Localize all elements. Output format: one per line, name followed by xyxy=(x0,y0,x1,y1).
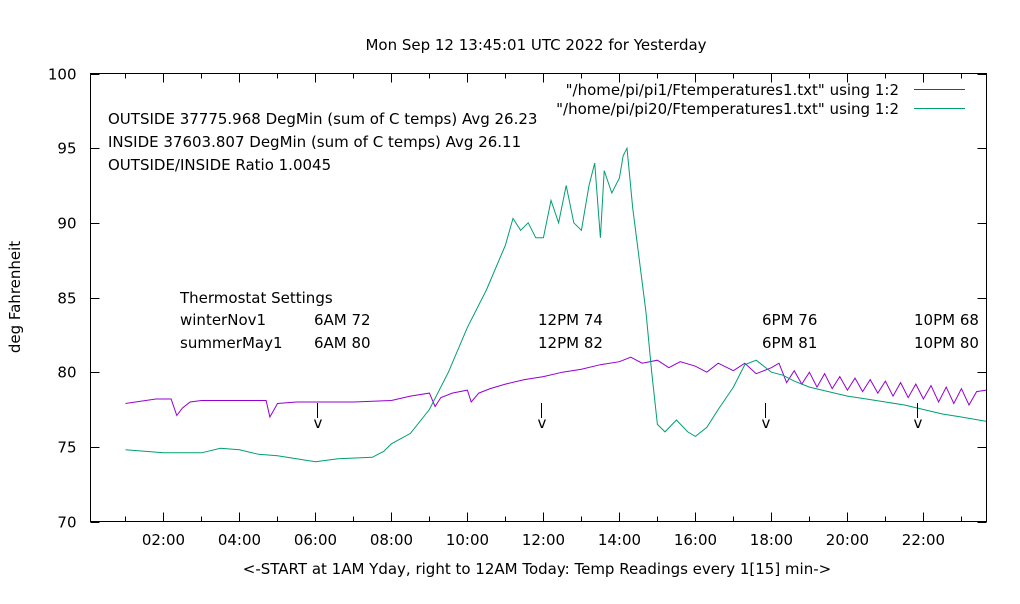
summer-setting: 6PM 81 xyxy=(762,334,817,352)
winter-setting: 6PM 76 xyxy=(762,311,817,329)
series-line-pi20 xyxy=(125,146,987,463)
y-tick-label: 75 xyxy=(57,439,76,457)
x-tick-label: 20:00 xyxy=(826,531,869,549)
setpoint-marker: v xyxy=(914,414,923,432)
winter-label: winterNov1 xyxy=(180,311,266,329)
y-tick-label: 85 xyxy=(57,290,76,308)
setpoint-marker: v xyxy=(314,414,323,432)
x-tick-label: 18:00 xyxy=(750,531,793,549)
y-tick-label: 90 xyxy=(57,215,76,233)
x-tick-label: 16:00 xyxy=(674,531,717,549)
x-tick-label: 10:00 xyxy=(446,531,489,549)
x-tick-label: 22:00 xyxy=(902,531,945,549)
y-tick-label: 100 xyxy=(48,66,77,84)
legend-label: "/home/pi/pi1/Ftemperatures1.txt" using … xyxy=(566,81,899,99)
y-tick-label: 80 xyxy=(57,364,76,382)
x-tick-label: 12:00 xyxy=(522,531,565,549)
winter-setting: 6AM 72 xyxy=(314,311,371,329)
summer-setting: 10PM 80 xyxy=(914,334,979,352)
x-axis-label: <-START at 1AM Yday, right to 12AM Today… xyxy=(243,560,831,578)
plot-border xyxy=(90,73,987,522)
thermostat-title: Thermostat Settings xyxy=(179,289,333,307)
y-axis-label: deg Fahrenheit xyxy=(6,241,24,353)
summer-setting: 12PM 82 xyxy=(538,334,603,352)
legend-label: "/home/pi/pi20/Ftemperatures1.txt" using… xyxy=(556,100,899,118)
y-tick-label: 95 xyxy=(57,140,76,158)
x-tick-label: 06:00 xyxy=(294,531,337,549)
winter-setting: 12PM 74 xyxy=(538,311,603,329)
stats-annotation: OUTSIDE/INSIDE Ratio 1.0045 xyxy=(108,156,331,174)
x-tick-label: 02:00 xyxy=(142,531,185,549)
stats-annotation: INSIDE 37603.807 DegMin (sum of C temps)… xyxy=(108,133,521,151)
series-line-pi1 xyxy=(125,356,987,419)
summer-setting: 6AM 80 xyxy=(314,334,371,352)
summer-label: summerMay1 xyxy=(180,334,283,352)
x-tick-label: 08:00 xyxy=(370,531,413,549)
y-tick-label: 70 xyxy=(57,514,76,532)
x-tick-label: 14:00 xyxy=(598,531,641,549)
x-tick-label: 04:00 xyxy=(218,531,261,549)
setpoint-marker: v xyxy=(538,414,547,432)
setpoint-marker: v xyxy=(762,414,771,432)
chart-title: Mon Sep 12 13:45:01 UTC 2022 for Yesterd… xyxy=(365,36,706,54)
stats-annotation: OUTSIDE 37775.968 DegMin (sum of C temps… xyxy=(108,110,537,128)
winter-setting: 10PM 68 xyxy=(914,311,979,329)
